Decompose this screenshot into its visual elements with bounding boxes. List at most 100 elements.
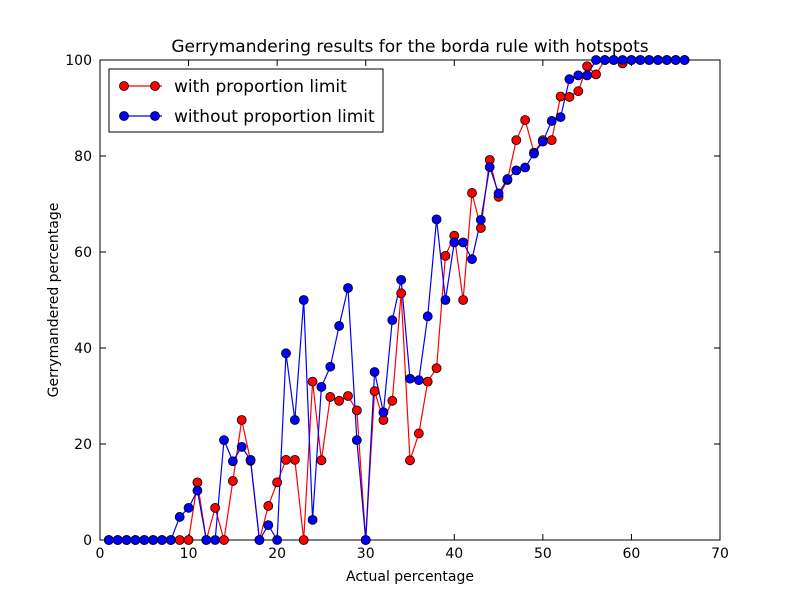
data-point-with-limit [396,288,407,299]
axes: 0 10 20 30 40 50 60 70 0 20 40 60 80 100 [65,53,729,562]
legend-marker-with-limit [119,81,129,91]
data-point-without-limit [679,55,690,65]
data-point-without-limit [484,162,495,172]
data-point-with-limit [210,502,221,513]
data-point-without-limit [334,321,345,331]
data-point-without-limit [325,361,336,372]
data-point-without-limit [661,55,672,65]
data-point-without-limit [121,535,132,545]
data-point-without-limit [227,456,238,467]
data-point-without-limit [502,174,513,184]
data-point-without-limit [281,348,291,359]
data-point-with-limit [458,295,469,305]
chart-title: Gerrymandering results for the borda rul… [171,37,648,57]
data-point-without-limit [307,514,318,525]
data-point-without-limit [272,535,283,545]
x-tick-label: 0 [96,546,105,562]
x-tick-label: 50 [534,546,552,562]
data-point-without-limit [254,535,265,545]
plot-area [103,55,690,545]
data-point-with-limit [564,92,575,102]
data-point-without-limit [201,535,212,545]
data-point-with-limit [236,415,247,425]
data-point-without-limit [396,274,407,285]
data-point-without-limit [449,237,460,248]
data-point-with-limit [174,535,185,545]
x-tick-label: 60 [623,546,641,562]
data-point-with-limit [511,135,522,146]
data-point-with-limit [431,363,442,374]
data-point-with-limit [440,250,451,261]
data-point-without-limit [378,407,389,418]
data-point-without-limit [316,381,327,392]
data-point-without-limit [343,283,353,293]
y-tick-label: 60 [74,245,92,261]
legend: with proportion limit without proportion… [108,68,384,133]
data-point-without-limit [369,367,380,377]
data-point-without-limit [670,55,681,65]
x-tick-label: 70 [711,546,729,562]
data-point-without-limit [289,415,300,425]
data-point-without-limit [236,441,247,452]
legend-marker-without-limit [150,111,160,121]
y-tick-label: 80 [74,149,92,165]
data-point-with-limit [591,69,601,80]
data-point-without-limit [608,55,619,65]
data-point-with-limit [387,395,398,406]
data-point-without-limit [520,162,531,173]
data-point-without-limit [564,74,575,85]
data-point-without-limit [103,535,114,545]
data-point-without-limit [360,535,371,545]
data-point-with-limit [555,91,566,102]
data-point-without-limit [467,254,477,265]
data-point-with-limit [334,395,345,406]
data-point-without-limit [537,136,548,147]
data-point-without-limit [644,55,655,65]
data-point-without-limit [174,512,185,522]
data-point-without-limit [617,55,628,65]
y-tick-label: 0 [83,533,92,549]
data-point-with-limit [405,455,415,466]
data-point-without-limit [405,373,415,384]
data-point-with-limit [369,386,380,397]
data-point-without-limit [157,535,167,545]
data-point-with-limit [281,454,291,465]
data-point-with-limit [467,188,477,198]
data-point-without-limit [422,311,433,322]
data-point-without-limit [475,214,486,225]
data-point-with-limit [227,476,238,486]
data-point-with-limit [573,86,584,97]
data-point-without-limit [653,55,663,65]
data-point-without-limit [165,535,176,545]
data-point-with-limit [520,115,531,125]
data-point-with-limit [475,223,486,233]
data-point-without-limit [245,454,256,465]
data-point-without-limit [130,535,141,545]
data-point-without-limit [440,295,451,305]
data-point-without-limit [112,535,123,545]
data-point-with-limit [307,376,318,387]
data-point-without-limit [573,70,584,81]
data-point-with-limit [289,454,300,465]
legend-box [108,68,384,133]
y-tick-label: 20 [74,437,92,453]
data-point-with-limit [263,501,274,511]
data-point-without-limit [263,520,274,531]
data-point-without-limit [635,55,646,65]
data-point-with-limit [192,477,203,488]
data-point-without-limit [387,315,398,326]
plot-frame [99,59,721,541]
data-point-with-limit [219,535,229,545]
data-point-with-limit [298,535,309,545]
data-point-without-limit [413,375,424,386]
data-point-with-limit [325,392,336,402]
data-point-with-limit [316,455,327,466]
legend-marker-without-limit [119,111,129,121]
data-point-with-limit [582,61,593,72]
data-point-without-limit [148,535,159,545]
y-tick-label: 40 [74,341,92,357]
data-point-with-limit [422,376,433,387]
data-point-without-limit [591,55,601,65]
data-point-without-limit [582,70,593,81]
